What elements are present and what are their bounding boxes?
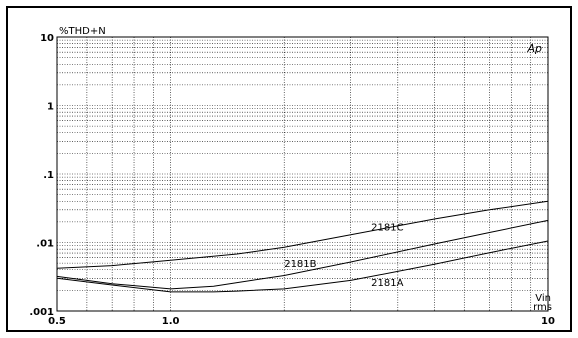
y-tick-label: .1	[43, 170, 54, 181]
series-label-2181b: 2181B	[284, 259, 316, 270]
series-line-2181b	[56, 219, 549, 290]
series-line-2181a	[56, 240, 549, 293]
chart-frame	[6, 6, 572, 332]
y-tick-label: 10	[40, 33, 54, 44]
x-axis-label: Vin	[535, 293, 551, 304]
y-tick-label: .001	[29, 307, 54, 318]
plot-border	[56, 36, 549, 312]
ap-logo: Ap	[526, 42, 542, 55]
y-tick-label: .01	[36, 239, 54, 250]
series-label-2181a: 2181A	[371, 278, 403, 289]
y-tick-label: 1	[47, 102, 54, 113]
series-layer	[56, 200, 549, 293]
x-tick-label: 0.5	[48, 316, 66, 327]
x-tick-label: 1.0	[162, 316, 180, 327]
series-label-2181c: 2181C	[371, 222, 403, 233]
series-labels: 2181C 2181B 2181A	[284, 222, 403, 289]
x-axis-unit-label: rms	[533, 302, 552, 313]
x-tick-label: 10	[541, 316, 555, 327]
series-line-2181c	[56, 200, 549, 269]
grid	[57, 37, 548, 311]
y-axis-label: %THD+N	[59, 26, 106, 37]
